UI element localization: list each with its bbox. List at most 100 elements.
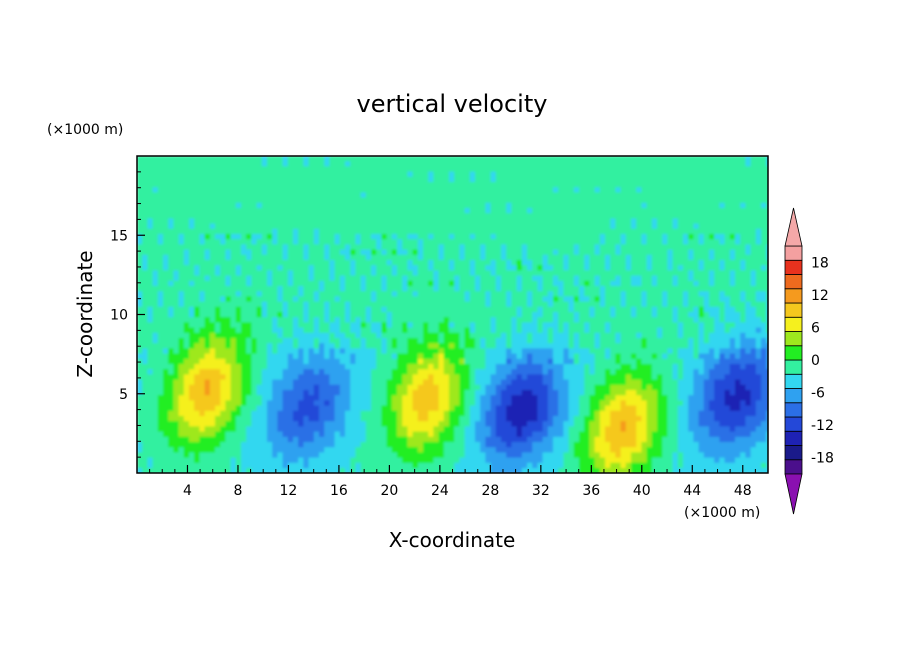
contour-cell — [558, 280, 564, 287]
contour-cell — [215, 296, 221, 303]
contour-cell — [594, 296, 601, 303]
contour-cell — [729, 192, 736, 199]
contour-cell — [209, 192, 216, 199]
contour-cell — [745, 166, 752, 173]
contour-cell — [454, 239, 460, 245]
contour-cell — [532, 239, 538, 245]
contour-cell — [657, 249, 663, 256]
contour-cell — [277, 161, 284, 167]
contour-cell — [163, 223, 169, 230]
contour-cell — [168, 291, 174, 297]
contour-cell — [501, 218, 507, 225]
contour-cell — [724, 296, 731, 303]
contour-cell — [641, 364, 648, 370]
contour-cell — [657, 286, 663, 292]
contour-cell — [745, 187, 752, 193]
contour-cell — [729, 244, 736, 251]
contour-cell — [261, 260, 268, 266]
contour-cell — [620, 364, 627, 370]
contour-cell — [636, 176, 642, 183]
contour-cell — [683, 312, 689, 318]
contour-cell — [220, 286, 226, 292]
contour-cell — [345, 223, 351, 230]
contour-cell — [698, 291, 705, 297]
contour-cell — [766, 348, 768, 355]
contour-cell — [532, 156, 538, 162]
contour-cell — [579, 291, 585, 297]
contour-cell — [433, 353, 440, 360]
contour-cell — [547, 254, 554, 261]
contour-cell — [740, 338, 746, 344]
contour-cell — [293, 270, 299, 277]
contour-cell — [137, 249, 143, 256]
contour-cell — [355, 275, 362, 282]
contour-cell — [521, 192, 528, 199]
contour-cell — [282, 197, 289, 204]
contour-cell — [417, 343, 424, 349]
contour-cell — [631, 260, 637, 266]
contour-cell — [412, 322, 419, 329]
contour-cell — [438, 358, 445, 365]
contour-cell — [298, 244, 304, 251]
contour-cell — [735, 254, 741, 261]
contour-cell — [501, 171, 507, 178]
contour-cell — [641, 270, 648, 277]
contour-cell — [475, 312, 481, 318]
contour-cell — [729, 353, 736, 360]
contour-cell — [511, 353, 518, 360]
contour-cell — [303, 197, 310, 204]
contour-cell — [246, 228, 252, 235]
contour-cell — [147, 156, 154, 162]
contour-cell — [469, 312, 476, 318]
contour-cell — [594, 286, 601, 292]
contour-cell — [381, 358, 388, 365]
contour-cell — [610, 280, 616, 287]
contour-cell — [329, 348, 336, 355]
contour-cell — [152, 260, 159, 266]
contour-cell — [225, 187, 232, 193]
contour-cell — [527, 202, 533, 209]
contour-cell — [547, 358, 554, 365]
contour-cell — [423, 270, 429, 277]
contour-cell — [350, 296, 356, 303]
contour-cell — [683, 348, 689, 355]
contour-cell — [521, 156, 528, 162]
contour-cell — [636, 187, 642, 193]
contour-cell — [256, 234, 263, 240]
contour-cell — [168, 182, 174, 188]
contour-cell — [142, 317, 148, 323]
contour-cell — [761, 265, 767, 271]
contour-cell — [703, 270, 710, 277]
contour-cell — [750, 301, 757, 308]
contour-cell — [605, 187, 611, 193]
contour-cell — [563, 218, 570, 225]
contour-cell — [319, 364, 325, 370]
contour-cell — [256, 312, 263, 318]
contour-cell — [657, 327, 663, 334]
contour-cell — [537, 208, 544, 214]
contour-cell — [417, 312, 424, 318]
contour-cell — [589, 322, 596, 329]
contour-cell — [241, 280, 247, 287]
contour-cell — [558, 296, 564, 303]
contour-cell — [750, 223, 757, 230]
contour-cell — [355, 260, 362, 266]
contour-cell — [646, 187, 653, 193]
contour-cell — [261, 270, 268, 277]
contour-cell — [667, 234, 674, 240]
contour-cell — [261, 161, 268, 167]
contour-cell — [438, 275, 445, 282]
contour-cell — [168, 234, 174, 240]
contour-cell — [693, 265, 700, 271]
contour-cell — [740, 306, 746, 313]
contour-cell — [428, 301, 434, 308]
contour-cell — [324, 161, 330, 167]
contour-cell — [235, 265, 242, 271]
contour-cell — [527, 156, 533, 162]
contour-cell — [246, 265, 252, 271]
contour-cell — [423, 327, 429, 334]
contour-cell — [293, 176, 299, 183]
contour-cell — [766, 187, 768, 193]
contour-cell — [251, 171, 258, 178]
contour-cell — [735, 218, 741, 225]
